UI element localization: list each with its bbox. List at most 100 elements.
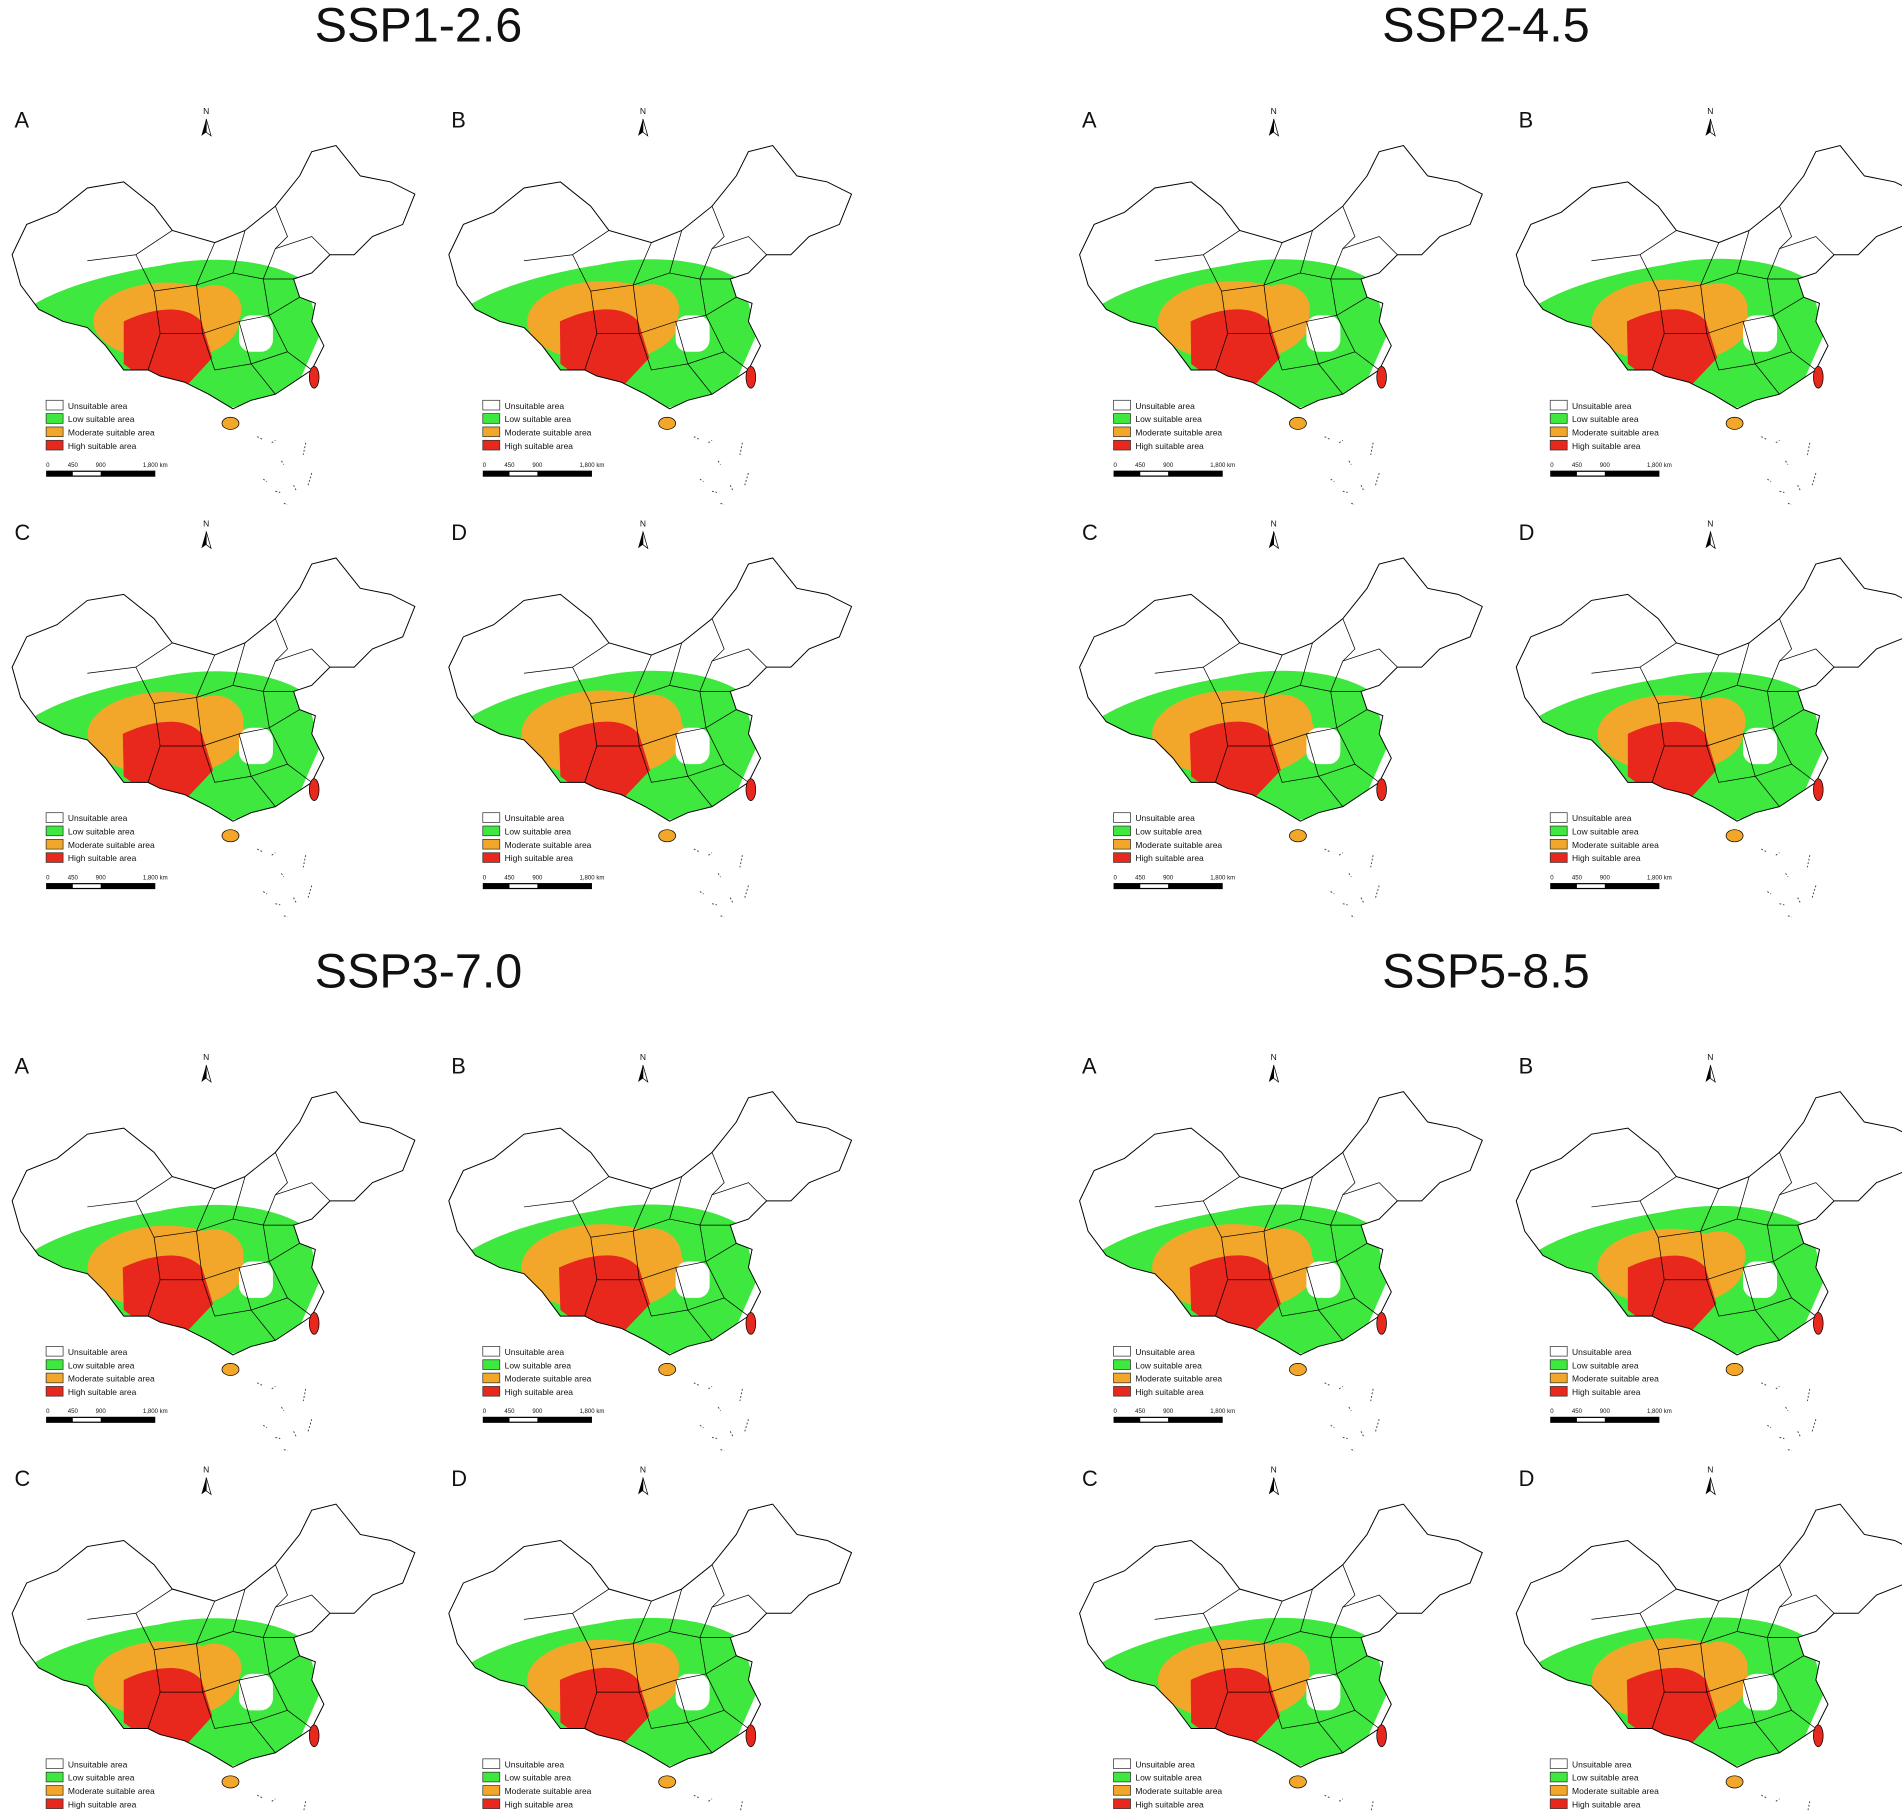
north-arrow-shape (1273, 1477, 1280, 1496)
china-outline (11, 1503, 416, 1768)
legend-label: Unsuitable area (68, 1759, 128, 1769)
unsuitable-hole (1306, 315, 1341, 352)
taiwan (1376, 778, 1387, 801)
province-border (250, 1297, 312, 1317)
province-border (202, 1279, 276, 1341)
scale-segment (1576, 471, 1605, 476)
province-border (147, 1279, 161, 1317)
province-border (711, 1564, 725, 1608)
hainan (1289, 1775, 1307, 1789)
scale-bar: 0 450 900 1,800 km (1550, 463, 1672, 477)
legend-swatch (482, 1798, 501, 1809)
province-border (1221, 697, 1271, 747)
legend-label: Moderate suitable area (1135, 1786, 1222, 1796)
south-sea-islands (256, 436, 313, 506)
province-border (1306, 1267, 1319, 1311)
north-arrow: N (201, 1465, 212, 1496)
province-border (1342, 1564, 1356, 1608)
north-label: N (1707, 1465, 1713, 1475)
scale-label: 1,800 km (143, 1409, 168, 1415)
north-label: N (640, 518, 646, 528)
scale-label: 900 (1600, 1409, 1611, 1415)
legend-label: Moderate suitable area (1135, 427, 1222, 437)
province-border (275, 206, 288, 249)
legend-label: High suitable area (68, 853, 137, 863)
north-arrow: N (201, 106, 212, 137)
legend-swatch (1113, 1359, 1131, 1370)
legend-swatch (482, 1771, 501, 1783)
map-panel: B N Unsuitable area Low suitable area Modera… (1515, 1052, 1902, 1452)
legend-swatch (1549, 399, 1568, 411)
province-border (238, 1679, 252, 1723)
province-border (1221, 1643, 1271, 1693)
scale-label: 900 (532, 1409, 543, 1415)
province-border (153, 285, 203, 334)
legend-label: Moderate suitable area (505, 1786, 592, 1796)
panel-label: B (1519, 107, 1534, 132)
legend-label: Moderate suitable area (68, 427, 155, 437)
china-outline (448, 1503, 853, 1768)
legend-swatch (45, 413, 64, 424)
scale-bar: 0 450 900 1,800 km (482, 463, 605, 477)
province-border (1591, 1588, 1677, 1620)
china-map (448, 1503, 853, 1811)
legend-swatch (1113, 399, 1131, 411)
taiwan (1376, 1724, 1387, 1748)
scale-bar: 0 450 900 1,800 km (482, 1409, 604, 1423)
north-label: N (203, 1465, 209, 1475)
province-border (1773, 727, 1792, 765)
province-border (1269, 745, 1344, 807)
china-map (1515, 557, 1902, 918)
province-border (638, 1692, 713, 1754)
panel-label: B (451, 107, 466, 132)
scale-label: 1,800 km (580, 463, 605, 469)
province-border (572, 242, 652, 292)
province-border (1767, 648, 1835, 692)
north-arrow-shape (638, 531, 643, 549)
province-border (262, 648, 331, 692)
china-map (1079, 145, 1483, 506)
province-border (1651, 1692, 1665, 1729)
province-border (675, 321, 689, 364)
china-outline (11, 557, 416, 822)
unsuitable-hole (675, 1673, 710, 1711)
panel-label: D (451, 520, 467, 545)
taiwan (308, 1312, 320, 1335)
legend-label: Moderate suitable area (505, 427, 592, 437)
province-border (638, 745, 713, 807)
province-border (1202, 1601, 1283, 1651)
hainan (658, 1363, 677, 1376)
legend-label: Moderate suitable area (1135, 840, 1222, 850)
china-map (1515, 1503, 1902, 1811)
north-arrow: N (201, 518, 212, 550)
scale-label: 0 (1550, 1409, 1554, 1415)
scale-label: 450 (1572, 463, 1583, 469)
north-arrow-shape (638, 1065, 643, 1082)
north-arrow-shape (201, 118, 207, 136)
legend-label: Unsuitable area (1572, 1759, 1632, 1769)
scale-bar: 0 450 900 1,800 km (46, 1409, 168, 1423)
legend-label: Low suitable area (505, 1773, 572, 1783)
unsuitable-hole (238, 1673, 273, 1711)
panel-label: A (15, 107, 30, 132)
legend-label: Unsuitable area (505, 1347, 565, 1357)
scale-label: 1,800 km (143, 875, 168, 881)
south-sea-islands (693, 436, 749, 506)
map-panel: A N Unsuitable area Low suitable area Modera… (11, 106, 416, 506)
map-panel: B N Unsuitable area Low suitable area Modera… (448, 1052, 853, 1452)
legend-swatch (482, 812, 501, 823)
province-border (705, 315, 725, 352)
china-map (1515, 1091, 1902, 1452)
province-border (711, 206, 725, 249)
north-arrow: N (1705, 1465, 1716, 1496)
group-title: SSP3-7.0 (315, 944, 523, 998)
unsuitable-hole (675, 727, 710, 765)
province-border (1706, 1692, 1780, 1754)
province-border (1779, 1564, 1793, 1608)
province-border (1154, 1176, 1240, 1208)
north-arrow-shape (1268, 118, 1274, 136)
legend: Unsuitable area Low suitable area Moderate… (1549, 1346, 1659, 1397)
scale-label: 450 (68, 875, 79, 881)
province-border (1215, 745, 1228, 783)
legend-swatch (1113, 1758, 1131, 1769)
